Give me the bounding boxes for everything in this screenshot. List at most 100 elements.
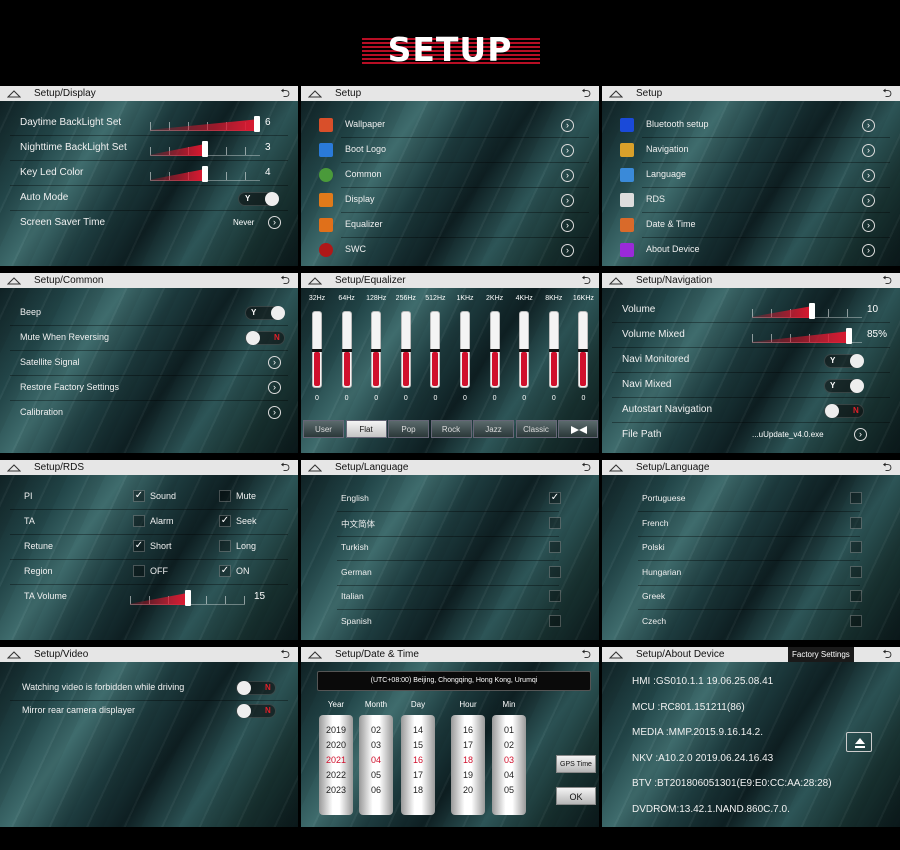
back-icon[interactable]: ⮌ xyxy=(581,460,591,474)
eq-band-slider[interactable] xyxy=(430,311,441,388)
satellite-signal-row[interactable]: Satellite Signal › xyxy=(0,351,298,376)
eq-band-slider[interactable] xyxy=(341,311,352,388)
eq-band[interactable]: 256Hz 0 xyxy=(391,288,421,418)
language-checkbox[interactable] xyxy=(549,541,561,553)
eq-band[interactable]: 8KHz 0 xyxy=(539,288,569,418)
daytime-backlight-slider[interactable] xyxy=(150,116,260,132)
back-icon[interactable]: ⮌ xyxy=(280,86,290,100)
language-option[interactable]: Czech xyxy=(602,610,900,635)
menu-item-swc[interactable]: SWC › xyxy=(301,238,599,263)
auto-mode-toggle[interactable]: Y xyxy=(238,192,279,206)
chevron-right-icon[interactable]: › xyxy=(561,194,574,207)
language-option[interactable]: Polski xyxy=(602,536,900,561)
language-checkbox[interactable] xyxy=(549,516,561,529)
eq-band[interactable]: 4KHz 0 xyxy=(509,288,539,418)
eq-band[interactable]: 32Hz 0 xyxy=(302,288,332,418)
menu-item-language[interactable]: Language › xyxy=(602,163,900,188)
chevron-right-icon[interactable]: › xyxy=(268,216,281,229)
eq-balance-button[interactable] xyxy=(558,420,598,438)
back-icon[interactable]: ⮌ xyxy=(280,460,290,474)
eq-band[interactable]: 2KHz 0 xyxy=(480,288,510,418)
language-checkbox[interactable] xyxy=(850,541,862,553)
chevron-right-icon[interactable]: › xyxy=(561,169,574,182)
chevron-right-icon[interactable]: › xyxy=(862,144,875,157)
back-icon[interactable]: ⮌ xyxy=(882,460,892,474)
home-icon[interactable] xyxy=(609,276,623,285)
chevron-right-icon[interactable]: › xyxy=(854,428,867,441)
chevron-right-icon[interactable]: › xyxy=(862,169,875,182)
home-icon[interactable] xyxy=(609,650,623,659)
eq-band[interactable]: 64Hz 0 xyxy=(332,288,362,418)
checkbox-seek[interactable]: ✓ xyxy=(219,515,231,527)
back-icon[interactable]: ⮌ xyxy=(280,273,290,287)
chevron-right-icon[interactable]: › xyxy=(561,119,574,132)
home-icon[interactable] xyxy=(7,276,21,285)
chevron-right-icon[interactable]: › xyxy=(268,381,281,394)
eq-preset-pop[interactable]: Pop xyxy=(388,420,429,438)
menu-item-date-time[interactable]: Date & Time › xyxy=(602,213,900,238)
language-checkbox[interactable] xyxy=(850,590,862,602)
back-icon[interactable]: ⮌ xyxy=(581,647,591,661)
language-option[interactable]: Turkish xyxy=(301,536,599,561)
chevron-right-icon[interactable]: › xyxy=(561,219,574,232)
language-option[interactable]: Portuguese xyxy=(602,487,900,512)
menu-item-display[interactable]: Display › xyxy=(301,188,599,213)
date-time-picker-hour[interactable]: 16 17 18 19 20 xyxy=(451,715,485,815)
back-icon[interactable]: ⮌ xyxy=(882,647,892,661)
language-option[interactable]: Greek xyxy=(602,585,900,610)
language-option[interactable]: Spanish xyxy=(301,610,599,635)
eq-preset-user[interactable]: User xyxy=(303,420,344,438)
eq-band[interactable]: 1KHz 0 xyxy=(450,288,480,418)
home-icon[interactable] xyxy=(7,650,21,659)
chevron-right-icon[interactable]: › xyxy=(862,119,875,132)
language-checkbox[interactable] xyxy=(850,492,862,504)
date-time-picker-day[interactable]: 14 15 16 17 18 xyxy=(401,715,435,815)
date-time-picker-year[interactable]: 2019 2020 2021 2022 2023 xyxy=(319,715,353,815)
eq-band-slider[interactable] xyxy=(489,311,500,388)
eq-band[interactable]: 16KHz 0 xyxy=(568,288,598,418)
menu-item-rds[interactable]: RDS › xyxy=(602,188,900,213)
navi-monitored-toggle[interactable]: Y xyxy=(824,354,864,368)
restore-factory-settings-row[interactable]: Restore Factory Settings › xyxy=(0,376,298,401)
checkbox-sound[interactable]: ✓ xyxy=(133,490,145,502)
eject-button[interactable] xyxy=(846,732,872,752)
home-icon[interactable] xyxy=(609,463,623,472)
home-icon[interactable] xyxy=(308,89,322,98)
home-icon[interactable] xyxy=(308,463,322,472)
eq-band-slider[interactable] xyxy=(519,311,530,388)
language-option[interactable]: German xyxy=(301,561,599,586)
language-checkbox[interactable] xyxy=(850,614,862,627)
language-checkbox[interactable] xyxy=(850,516,862,529)
file-path-row[interactable]: File Path ...uUpdate_v4.0.exe › xyxy=(602,423,900,448)
eq-band[interactable]: 512Hz 0 xyxy=(420,288,450,418)
language-option[interactable]: French xyxy=(602,512,900,537)
menu-item-boot-logo[interactable]: Boot Logo › xyxy=(301,138,599,163)
language-checkbox[interactable]: ✓ xyxy=(549,492,561,504)
menu-item-about-device[interactable]: About Device › xyxy=(602,238,900,263)
mute-when-reversing-toggle[interactable]: N xyxy=(245,331,285,345)
screen-saver-row[interactable]: Screen Saver Time Never › xyxy=(0,211,298,236)
eq-preset-classic[interactable]: Classic xyxy=(515,420,557,438)
eq-band-slider[interactable] xyxy=(312,311,322,388)
language-checkbox[interactable] xyxy=(850,565,862,578)
chevron-right-icon[interactable]: › xyxy=(561,244,574,257)
video-forbidden-toggle[interactable]: N xyxy=(236,681,276,695)
checkbox-on[interactable]: ✓ xyxy=(219,565,231,577)
gps-time-button[interactable]: GPS Time xyxy=(556,755,596,773)
chevron-right-icon[interactable]: › xyxy=(862,219,875,232)
chevron-right-icon[interactable]: › xyxy=(268,406,281,419)
date-time-picker-min[interactable]: 01 02 03 04 05 xyxy=(492,715,526,815)
back-icon[interactable]: ⮌ xyxy=(280,647,290,661)
language-checkbox[interactable] xyxy=(549,565,561,578)
checkbox-off[interactable] xyxy=(133,565,145,577)
eq-preset-jazz[interactable]: Jazz xyxy=(473,420,514,438)
eq-preset-rock[interactable]: Rock xyxy=(430,420,472,438)
eq-band-slider[interactable] xyxy=(371,311,382,388)
checkbox-alarm[interactable] xyxy=(133,515,145,527)
volume-slider[interactable] xyxy=(752,303,862,319)
language-option[interactable]: English ✓ xyxy=(301,487,599,512)
menu-item-common[interactable]: Common › xyxy=(301,163,599,188)
home-icon[interactable] xyxy=(609,89,623,98)
language-option[interactable]: Italian xyxy=(301,585,599,610)
eq-band-slider[interactable] xyxy=(400,311,411,388)
